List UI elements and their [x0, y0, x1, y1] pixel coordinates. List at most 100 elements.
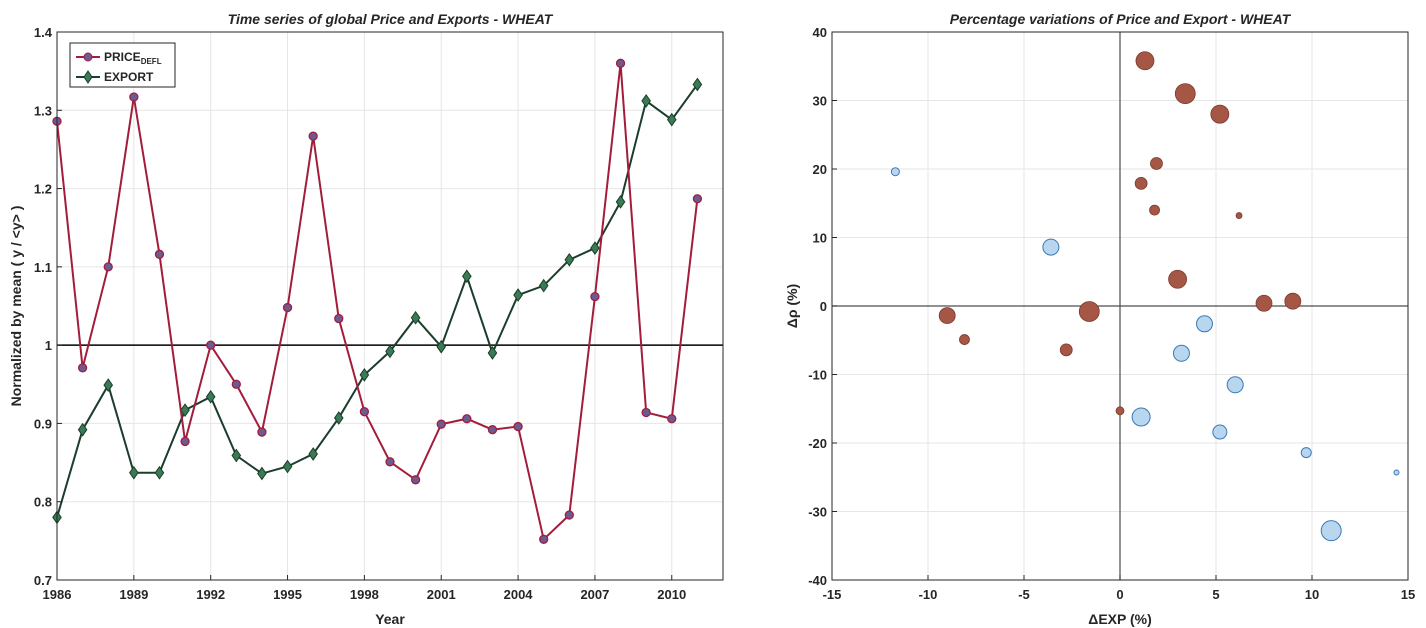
price-point: [590, 291, 600, 302]
x-tick-label: 2004: [504, 587, 534, 602]
export-point: [154, 465, 165, 480]
left-x-axis-label: Year: [375, 611, 405, 627]
left-plot-border: [56, 31, 724, 581]
price-point: [667, 414, 677, 424]
x-tick-label: 1995: [273, 587, 302, 602]
export-point: [564, 252, 575, 267]
export-point: [257, 466, 267, 481]
export-point: [77, 422, 88, 437]
export-point: [129, 465, 139, 480]
right-points: [890, 51, 1400, 542]
y-tick-label: 1.4: [34, 25, 53, 40]
price-point: [180, 436, 190, 447]
bubble-positive: [1210, 104, 1230, 124]
bubble-positive: [1284, 292, 1302, 310]
bubble-positive: [1168, 269, 1187, 289]
price-point: [615, 58, 626, 68]
legend-price-label: PRICEDEFL: [104, 50, 162, 66]
bubble-negative: [1042, 238, 1060, 256]
y-tick-label: 1.1: [34, 260, 52, 275]
y-tick-label: 1: [45, 338, 52, 353]
bubble-positive: [1078, 301, 1100, 322]
y-tick-label: -30: [808, 505, 827, 520]
price-point: [436, 419, 446, 429]
bubble-negative: [890, 167, 900, 177]
x-tick-label: 5: [1212, 587, 1219, 602]
bubble-negative: [1212, 424, 1228, 440]
price-point: [539, 534, 549, 544]
export-point: [462, 269, 472, 284]
bubble-positive: [1135, 51, 1155, 71]
price-point: [641, 407, 651, 418]
export-point: [692, 77, 703, 92]
export-point: [103, 378, 114, 392]
legend-export-label: EXPORT: [104, 70, 154, 84]
x-tick-label: -15: [823, 587, 842, 602]
series-line-export: [56, 83, 699, 518]
price-point: [206, 340, 216, 350]
price-point: [334, 313, 344, 324]
right-y-axis-label: Δρ (%): [784, 284, 800, 328]
series-line-price: [56, 63, 699, 542]
series-export: [52, 77, 703, 525]
price-point: [410, 475, 421, 485]
x-tick-label: 2007: [580, 587, 609, 602]
export-point: [333, 411, 344, 425]
y-tick-label: 40: [813, 25, 827, 40]
y-tick-label: 0.7: [34, 573, 52, 588]
bubble-positive: [938, 307, 956, 324]
export-point: [231, 448, 242, 463]
bubble-positive: [1174, 83, 1196, 105]
bubble-positive: [1150, 157, 1163, 170]
bubble-negative: [1172, 344, 1190, 362]
export-point: [385, 344, 395, 359]
series-price: [52, 58, 703, 544]
price-point: [385, 457, 395, 467]
export-point: [180, 403, 190, 417]
legend-item-export: EXPORT: [76, 70, 154, 84]
export-point: [615, 195, 626, 209]
right-zero-lines: [832, 32, 1408, 580]
y-tick-label: 1.3: [34, 103, 52, 118]
export-point: [436, 339, 447, 354]
bubble-positive: [959, 334, 970, 345]
price-point: [692, 194, 703, 204]
y-tick-label: 10: [813, 231, 827, 246]
x-tick-label: 0: [1116, 587, 1123, 602]
right-x-axis-label: ΔEXP (%): [1088, 611, 1152, 627]
y-tick-label: 0.9: [34, 416, 52, 431]
bubble-negative: [1226, 376, 1244, 394]
left-chart: 1986 1989 1992 1995 1998 2001 2004 2007 2010 0.7 0…: [8, 11, 724, 627]
x-tick-label: 1998: [350, 587, 379, 602]
left-chart-title: Time series of global Price and Exports …: [228, 11, 554, 27]
x-tick-label: 15: [1401, 587, 1415, 602]
export-point: [205, 389, 216, 404]
price-point: [513, 421, 523, 432]
price-point: [103, 262, 113, 272]
export-point: [666, 112, 677, 127]
export-point: [410, 310, 421, 325]
y-tick-label: -40: [808, 573, 827, 588]
legend-price-marker: [83, 52, 93, 62]
x-tick-label: 2010: [657, 587, 686, 602]
bubble-negative: [1393, 469, 1400, 476]
price-point: [564, 510, 574, 520]
bubble-negative: [1300, 447, 1312, 459]
legend: PRICEDEFL EXPORT: [69, 42, 176, 88]
export-point: [308, 447, 318, 461]
x-tick-label: 1992: [196, 587, 225, 602]
y-tick-label: 30: [813, 94, 827, 109]
bubble-positive: [1059, 343, 1073, 357]
left-y-axis-label: Normalized by mean ( y / <y> ): [8, 206, 24, 407]
x-tick-label: 10: [1305, 587, 1319, 602]
bubble-positive: [1235, 212, 1243, 219]
x-tick-label: -5: [1018, 587, 1030, 602]
export-point: [513, 288, 523, 302]
y-tick-label: -20: [808, 436, 827, 451]
y-tick-label: 20: [813, 162, 827, 177]
price-point: [487, 425, 498, 435]
y-tick-label: 0.8: [34, 495, 52, 510]
price-point: [308, 131, 318, 141]
price-point: [154, 249, 165, 259]
